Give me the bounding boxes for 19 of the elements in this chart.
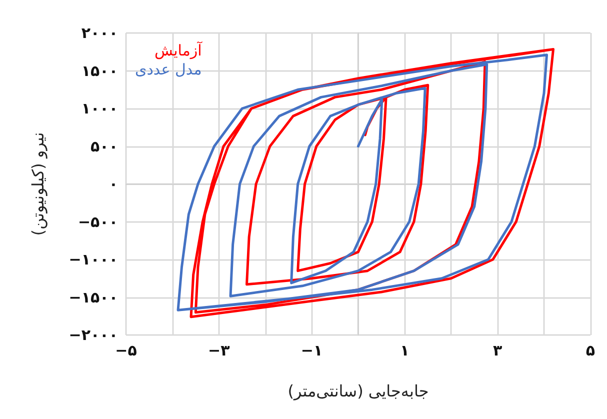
y-tick-label: −۲۰۰۰ bbox=[68, 326, 118, 344]
x-tick-label: −۱ bbox=[300, 342, 323, 360]
x-tick-label: −۵ bbox=[115, 342, 137, 360]
y-tick-label: ۵۰۰ bbox=[90, 137, 118, 156]
y-tick-label: ۲۰۰۰ bbox=[81, 24, 118, 42]
y-axis-title: نیرو (کیلونیوتن) bbox=[28, 132, 48, 236]
x-tick-label: ۱ bbox=[400, 342, 410, 360]
text: آزمایش bbox=[154, 40, 203, 60]
x-tick-label: ۵ bbox=[586, 342, 595, 360]
text: مدل عددی bbox=[134, 60, 202, 78]
y-tick-label: ۱۰۰۰ bbox=[81, 100, 118, 118]
x-tick-label: ۳ bbox=[492, 342, 502, 360]
y-tick-label: −۱۰۰۰ bbox=[68, 250, 118, 268]
y-tick-label: ۱۵۰۰ bbox=[81, 62, 118, 80]
y-tick-label: ۰ bbox=[108, 175, 118, 193]
y-tick-label: −۱۵۰۰ bbox=[68, 288, 118, 306]
x-axis-title: جابه‌جایی (سانتی‌متر) bbox=[288, 382, 429, 400]
y-tick-label: −۵۰۰ bbox=[78, 212, 118, 231]
x-tick-label: −۳ bbox=[208, 342, 230, 360]
